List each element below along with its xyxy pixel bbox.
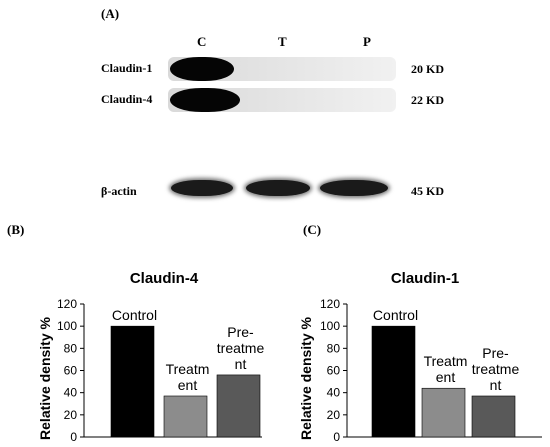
category-label: Pre- — [227, 324, 254, 340]
lane-label-treatment: T — [278, 34, 287, 49]
protein-label-claudin-1: Claudin-1 — [101, 61, 153, 75]
panel-c-label: (C) — [303, 222, 322, 237]
bar-claudin-1-treatment — [421, 387, 466, 438]
category-label: Treatm — [166, 361, 210, 377]
y-tick-label: 80 — [327, 341, 341, 355]
y-tick-label: 40 — [327, 386, 341, 400]
band-beta-actin-treatment — [246, 180, 310, 196]
y-tick-label: 20 — [64, 408, 78, 422]
bar-claudin-4-pre-treatment — [216, 374, 261, 438]
lane-label-control: C — [197, 34, 207, 49]
y-tick-label: 60 — [64, 364, 78, 378]
weight-label-claudin-1: 20 KD — [411, 62, 444, 76]
band-beta-actin-pretreatment — [320, 180, 388, 196]
y-tick-label: 20 — [327, 408, 341, 422]
protein-label-claudin-4: Claudin-4 — [101, 92, 153, 106]
chart-c-title: Claudin-1 — [390, 270, 460, 287]
bar-claudin-4-control — [110, 325, 155, 438]
y-tick-label: 0 — [70, 430, 77, 444]
lane-label-pretreatment: P — [363, 34, 371, 49]
y-axis-title: Relative density % — [37, 316, 53, 439]
chart-claudin-1: 0 20 40 60 80 100 120 Relative density % Control… — [298, 297, 542, 444]
y-tick-label: 60 — [327, 364, 341, 378]
bar-claudin-1-control — [371, 325, 416, 438]
y-axis-title: Relative density % — [298, 316, 314, 439]
category-label: Control — [112, 307, 157, 323]
y-tick-label: 100 — [57, 319, 77, 333]
category-label: nt — [235, 356, 247, 372]
category-label: Control — [373, 307, 418, 323]
y-tick-label: 0 — [333, 430, 340, 444]
weight-label-claudin-4: 22 KD — [411, 93, 444, 107]
category-label: nt — [490, 377, 502, 393]
protein-label-beta-actin: β-actin — [101, 184, 137, 198]
y-tick-label: 100 — [320, 319, 340, 333]
panel-a-label: (A) — [101, 6, 120, 21]
bar-claudin-1-pre-treatment — [471, 395, 516, 438]
bar-claudin-4-treatment — [163, 395, 208, 438]
y-tick-label: 120 — [320, 297, 340, 311]
category-label: Treatm — [424, 353, 468, 369]
y-tick-label: 40 — [64, 386, 78, 400]
weight-label-beta-actin: 45 KD — [411, 184, 444, 198]
category-label: Pre- — [482, 345, 509, 361]
band-beta-actin-control — [171, 180, 233, 196]
category-label: ent — [178, 377, 198, 393]
category-label: ent — [436, 369, 456, 385]
panel-b-label: (B) — [7, 222, 25, 237]
chart-b-title: Claudin-4 — [129, 270, 199, 287]
category-label: treatme — [472, 361, 520, 377]
y-tick-label: 120 — [57, 297, 77, 311]
y-tick-label: 80 — [64, 341, 78, 355]
band-claudin-4-control — [170, 88, 240, 112]
band-claudin-1-control — [170, 57, 234, 81]
category-label: treatme — [217, 340, 265, 356]
chart-claudin-4: 0 20 40 60 80 100 120 Relative density % Control… — [37, 297, 265, 444]
